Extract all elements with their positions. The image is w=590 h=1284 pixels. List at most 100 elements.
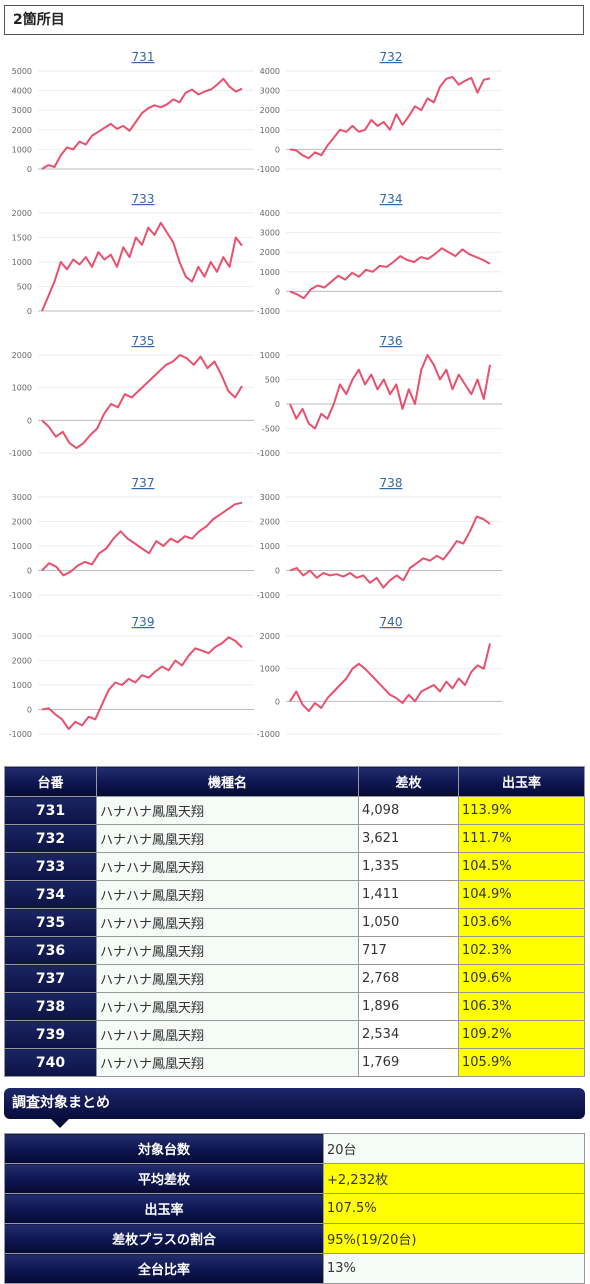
y-tick-label: -1000 [257,730,280,739]
machine-table: 台番 機種名 差枚 出玉率 731 ハナハナ鳳凰天翔 4,098 113.9% 732 ハ… [4,766,585,1077]
summary-value: +2,232枚 [323,1163,585,1194]
chart-title-link[interactable]: 739 [132,615,155,629]
machine-number: 739 [4,1020,97,1049]
chart-title-link[interactable]: 738 [380,476,403,490]
y-tick-label: 5000 [12,67,32,76]
diff-value: 2,768 [358,964,459,993]
series-line [41,501,243,577]
y-tick-label: 1000 [12,258,32,267]
series-line [289,75,491,160]
y-tick-label: 0 [27,165,32,174]
y-tick-label: -1000 [9,449,32,458]
machine-number: 733 [4,852,97,881]
y-tick-label: 1000 [12,542,32,551]
section-title: 2箇所目 [4,5,584,35]
table-row: 740 ハナハナ鳳凰天翔 1,769 105.9% [4,1048,585,1077]
chart-733: 733 0 500 1000 1500 2000 [4,188,264,324]
y-tick-label: 0 [27,567,32,576]
y-tick-label: 2000 [12,351,32,360]
chart-title-link[interactable]: 737 [132,476,155,490]
summary-row: 差枚プラスの割合 95%(19/20台) [4,1223,585,1254]
y-tick-label: 0 [275,400,280,409]
summary-value: 20台 [323,1133,585,1164]
diff-value: 3,621 [358,824,459,853]
y-tick-label: 500 [17,283,32,292]
chart-svg: 740 -1000 0 1000 2000 [257,615,502,739]
diff-value: 4,098 [358,796,459,825]
table-row: 735 ハナハナ鳳凰天翔 1,050 103.6% [4,908,585,937]
model-name: ハナハナ鳳凰天翔 [96,824,359,853]
chart-title-link[interactable]: 731 [132,50,155,64]
chart-svg: 737 -1000 0 1000 2000 3000 [9,476,254,600]
y-tick-label: 1000 [260,268,280,277]
table-row: 739 ハナハナ鳳凰天翔 2,534 109.2% [4,1020,585,1049]
table-header-row: 台番 機種名 差枚 出玉率 [4,766,585,797]
chart-svg: 738 -1000 0 1000 2000 3000 [257,476,502,600]
table-row: 731 ハナハナ鳳凰天翔 4,098 113.9% [4,796,585,825]
y-tick-label: 0 [275,287,280,296]
diff-value: 717 [358,936,459,965]
y-tick-label: -500 [262,425,280,434]
machine-number: 735 [4,908,97,937]
y-tick-label: 1000 [260,542,280,551]
y-tick-label: 2000 [12,657,32,666]
model-name: ハナハナ鳳凰天翔 [96,992,359,1021]
diff-value: 1,411 [358,880,459,909]
summary-label: 出玉率 [4,1193,324,1224]
y-tick-label: 0 [27,706,32,715]
chart-736: 736 -1000 -500 0 500 1000 [252,330,512,466]
chart-734: 734 -1000 0 1000 2000 3000 4000 [252,188,512,324]
payout-rate: 104.5% [458,852,585,881]
chart-title-link[interactable]: 735 [132,334,155,348]
chart-739: 739 -1000 0 1000 2000 3000 [4,611,264,747]
payout-rate: 104.9% [458,880,585,909]
chart-731: 731 0 1000 2000 3000 4000 5000 [4,46,264,182]
diff-value: 2,534 [358,1020,459,1049]
table-row: 738 ハナハナ鳳凰天翔 1,896 106.3% [4,992,585,1021]
summary-row: 対象台数 20台 [4,1133,585,1164]
series-line [41,221,243,312]
y-tick-label: 4000 [12,87,32,96]
chart-svg: 731 0 1000 2000 3000 4000 5000 [12,50,254,174]
series-line [289,515,491,589]
series-line [289,354,491,430]
model-name: ハナハナ鳳凰天翔 [96,1048,359,1077]
table-row: 734 ハナハナ鳳凰天翔 1,411 104.9% [4,880,585,909]
summary-value: 13% [323,1253,585,1284]
y-tick-label: 1000 [260,126,280,135]
chart-title-link[interactable]: 736 [380,334,403,348]
y-tick-label: -1000 [257,165,280,174]
series-line [289,247,491,300]
series-line [41,354,243,450]
machine-number: 740 [4,1048,97,1077]
payout-rate: 109.2% [458,1020,585,1049]
model-name: ハナハナ鳳凰天翔 [96,964,359,993]
chart-title-link[interactable]: 740 [380,615,403,629]
y-tick-label: -1000 [257,591,280,600]
chart-svg: 734 -1000 0 1000 2000 3000 4000 [257,192,502,316]
y-tick-label: 0 [27,307,32,316]
summary-table: 対象台数 20台 平均差枚 +2,232枚 出玉率 107.5% 差枚プラスの割合 95%(1… [4,1133,585,1284]
y-tick-label: 2000 [12,209,32,218]
y-tick-label: -1000 [257,449,280,458]
col-header-diff: 差枚 [358,766,459,797]
chart-title-link[interactable]: 732 [380,50,403,64]
machine-number: 736 [4,936,97,965]
machine-number: 737 [4,964,97,993]
y-tick-label: 3000 [260,87,280,96]
series-line [41,77,243,170]
chart-title-link[interactable]: 734 [380,192,403,206]
chart-svg: 739 -1000 0 1000 2000 3000 [9,615,254,739]
y-tick-label: 2000 [12,518,32,527]
chart-title-link[interactable]: 733 [132,192,155,206]
col-header-number: 台番 [4,766,97,797]
summary-row: 全台比率 13% [4,1253,585,1284]
summary-label: 対象台数 [4,1133,324,1164]
summary-row: 出玉率 107.5% [4,1193,585,1224]
y-tick-label: 2000 [260,632,280,641]
y-tick-label: 500 [265,376,280,385]
payout-rate: 109.6% [458,964,585,993]
series-line [41,636,243,731]
chart-740: 740 -1000 0 1000 2000 [252,611,512,747]
y-tick-label: 3000 [12,493,32,502]
